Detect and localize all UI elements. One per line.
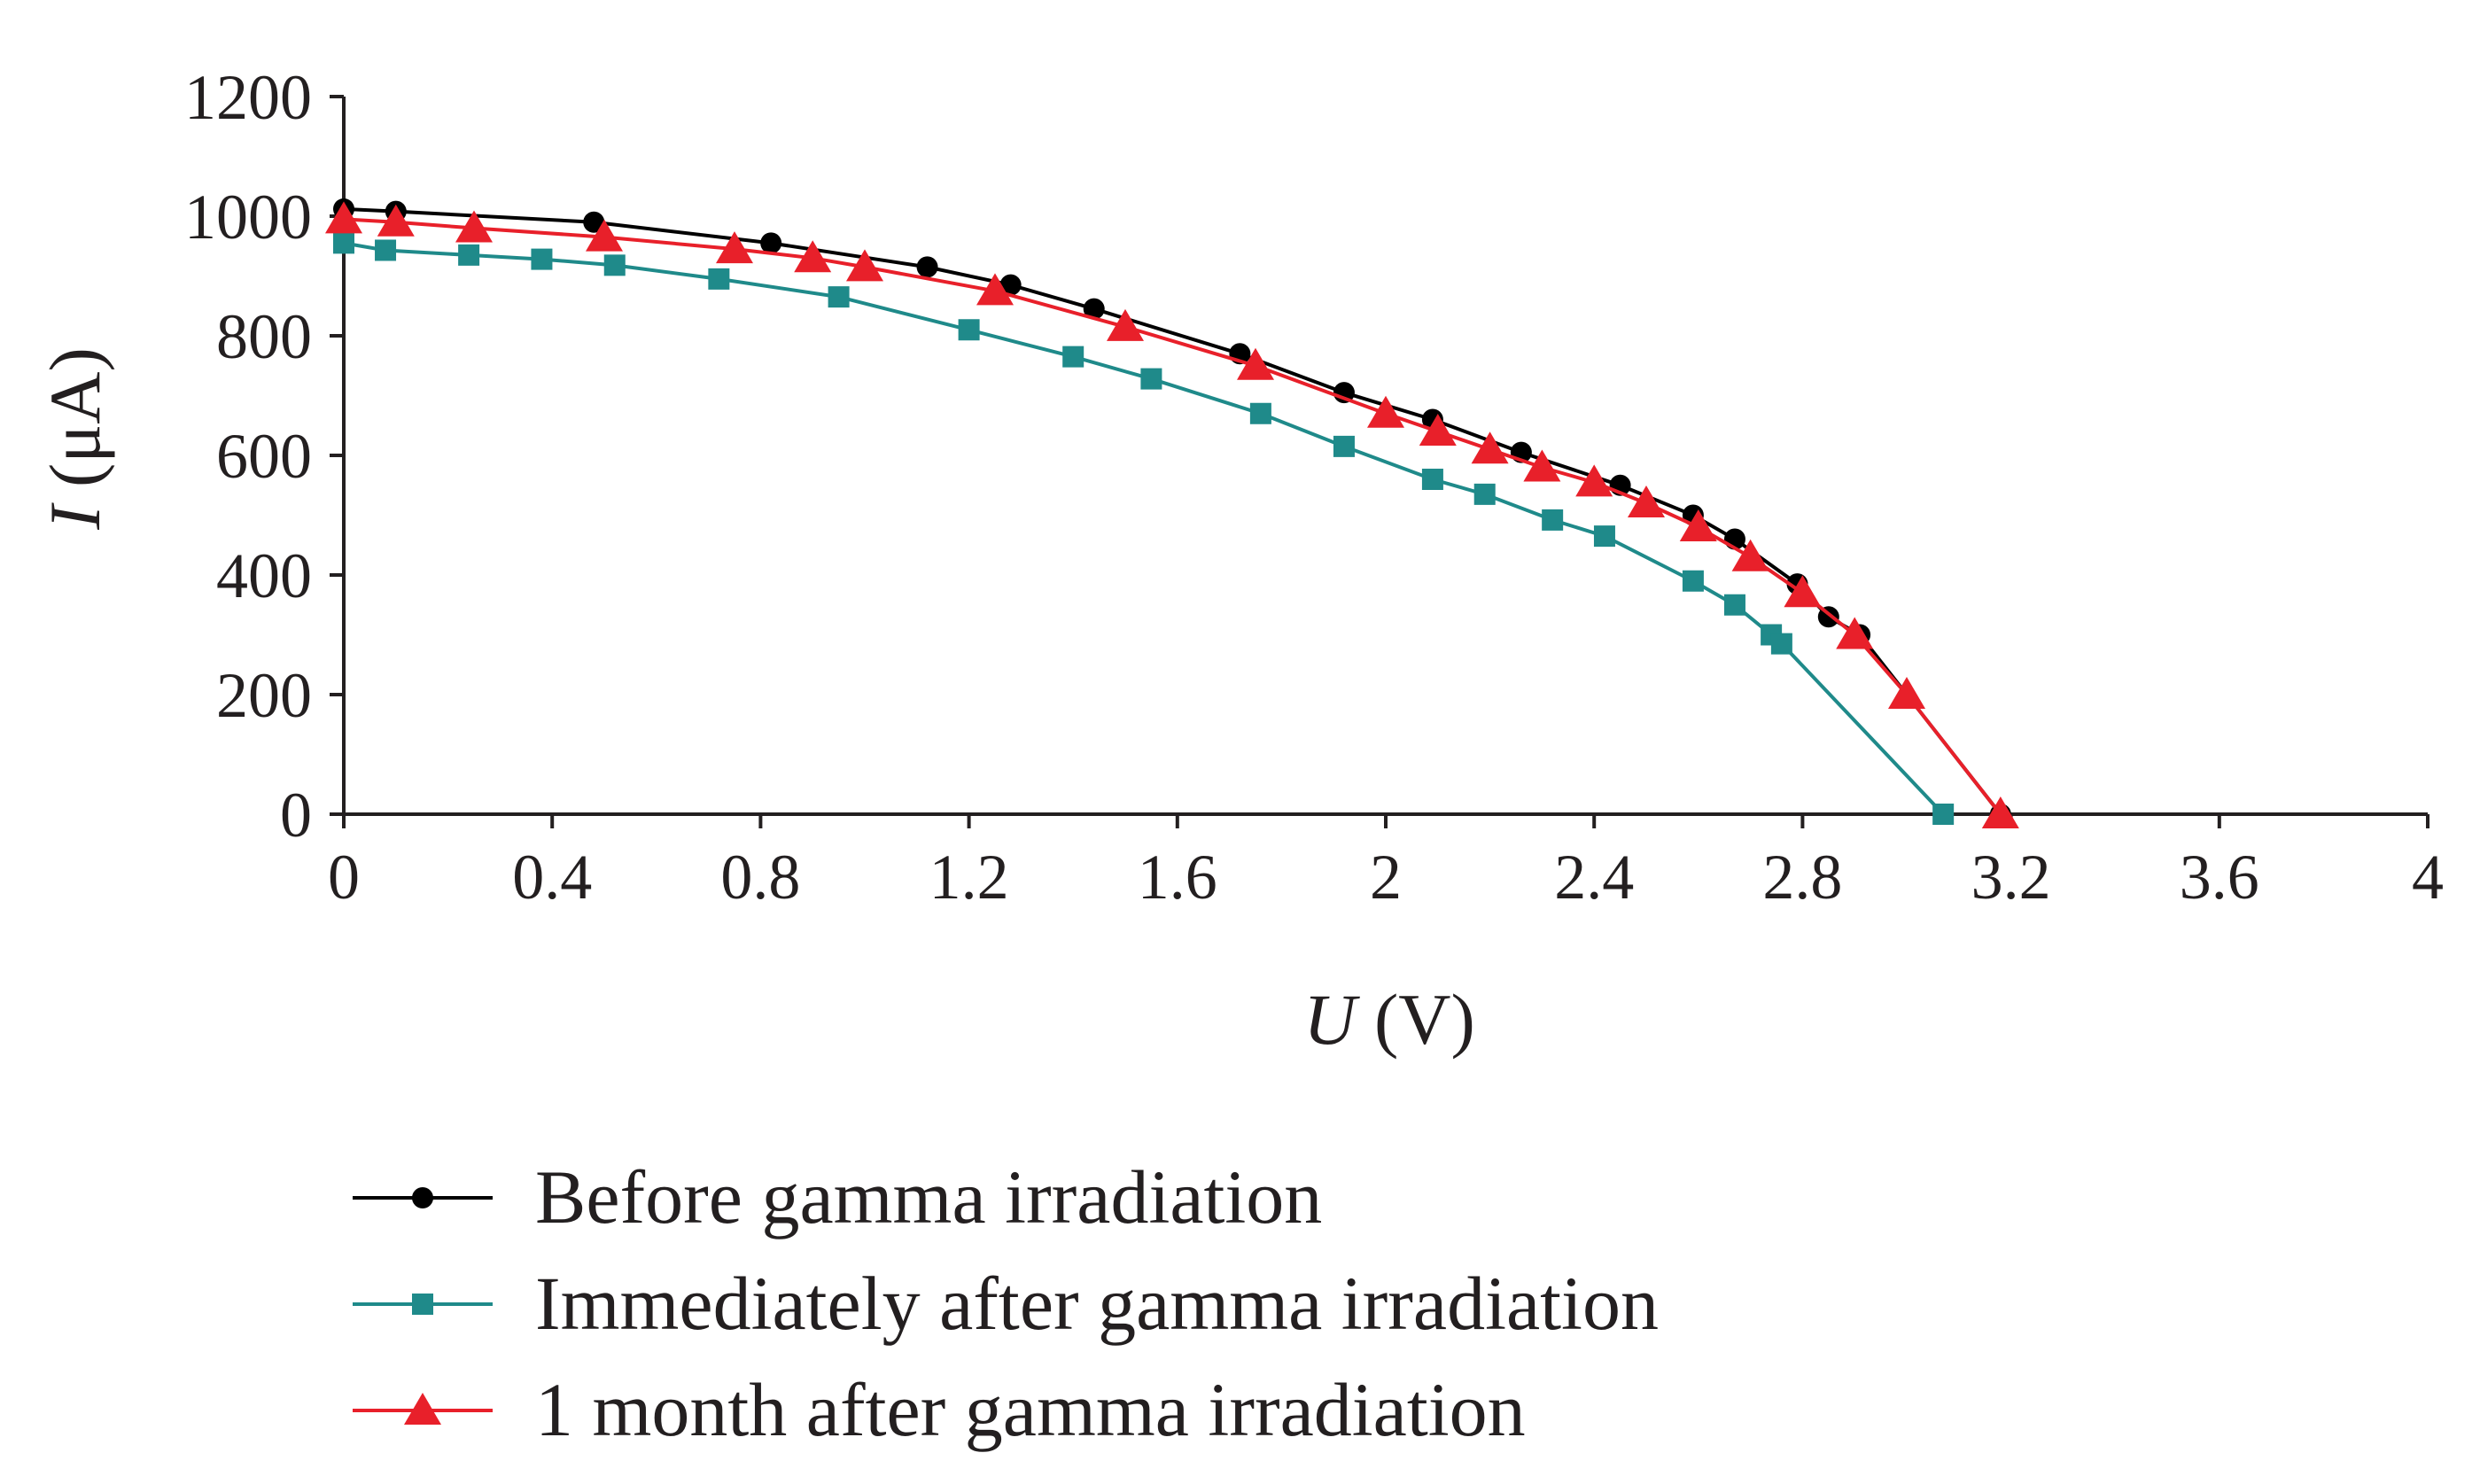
data-point bbox=[708, 268, 730, 290]
legend-marker bbox=[412, 1294, 433, 1315]
x-axis-title: U (V) bbox=[1303, 979, 1475, 1060]
data-point bbox=[976, 273, 1014, 306]
y-tick-label: 800 bbox=[216, 301, 312, 372]
legend-marker bbox=[412, 1187, 433, 1208]
series-1 bbox=[333, 198, 2011, 825]
y-axis-title: I (μA) bbox=[35, 347, 115, 531]
legend-label: 1 month after gamma irradiation bbox=[535, 1367, 1526, 1452]
x-tick-label: 0.4 bbox=[512, 842, 592, 913]
x-tick-label: 4 bbox=[2412, 842, 2444, 913]
legend-label: Before gamma irradiation bbox=[535, 1154, 1322, 1239]
data-point bbox=[455, 210, 493, 243]
data-point bbox=[1932, 804, 1955, 825]
data-point bbox=[1723, 594, 1745, 616]
x-tick-label: 2.4 bbox=[1554, 842, 1634, 913]
x-tick-label: 2 bbox=[1370, 842, 1402, 913]
data-point bbox=[1367, 395, 1404, 428]
x-tick-label: 3.2 bbox=[1971, 842, 2051, 913]
data-point bbox=[1062, 346, 1085, 368]
x-tick-label: 2.8 bbox=[1762, 842, 1842, 913]
data-point bbox=[1083, 298, 1105, 320]
data-point bbox=[760, 232, 782, 254]
data-point bbox=[531, 248, 553, 270]
data-point bbox=[1419, 414, 1457, 446]
data-point bbox=[1731, 539, 1769, 571]
data-point bbox=[1784, 575, 1822, 608]
legend-entry-2: Immediately after gamma irradiation bbox=[353, 1261, 1659, 1346]
legend-entry-3: 1 month after gamma irradiation bbox=[353, 1367, 1526, 1452]
data-point bbox=[375, 239, 397, 261]
data-point bbox=[1473, 483, 1496, 505]
data-point bbox=[583, 211, 605, 233]
data-point bbox=[1237, 347, 1274, 380]
axis-titles: U (V) I (μA) bbox=[35, 347, 1475, 1060]
legend-label: Immediately after gamma irradiation bbox=[535, 1261, 1659, 1346]
series-line bbox=[343, 217, 2002, 816]
data-point bbox=[333, 232, 354, 254]
data-point bbox=[1593, 525, 1615, 548]
x-tick-label: 1.2 bbox=[929, 842, 1009, 913]
x-tick-label: 1.6 bbox=[1138, 842, 1217, 913]
series-line bbox=[343, 206, 2002, 816]
data-point bbox=[1888, 677, 1925, 709]
data-point bbox=[1333, 435, 1355, 457]
data-point bbox=[1575, 464, 1613, 497]
data-point bbox=[603, 254, 626, 276]
data-point bbox=[958, 319, 980, 341]
data-point bbox=[1523, 449, 1561, 482]
axes bbox=[342, 97, 2428, 816]
y-tick-label: 400 bbox=[216, 540, 312, 611]
legend: Before gamma irradiation Immediately afte… bbox=[353, 1154, 1659, 1452]
series-3 bbox=[325, 201, 2019, 828]
ticks: 0 0.4 0.8 1.2 1.6 2 2.4 2.8 3.2 3.6 4 0 200 400 600 800… bbox=[184, 62, 2444, 913]
series-layer bbox=[325, 198, 2019, 828]
data-point bbox=[999, 274, 1022, 296]
data-point bbox=[1628, 486, 1665, 517]
x-tick-label: 3.6 bbox=[2180, 842, 2259, 913]
data-point bbox=[377, 204, 415, 237]
legend-entry-1: Before gamma irradiation bbox=[353, 1154, 1322, 1239]
data-point bbox=[1981, 796, 2019, 828]
data-point bbox=[1679, 509, 1717, 541]
data-point bbox=[828, 286, 850, 308]
x-tick-label: 0 bbox=[328, 842, 360, 913]
data-point bbox=[1682, 570, 1704, 592]
y-tick-label: 600 bbox=[216, 421, 312, 492]
data-point bbox=[325, 201, 362, 234]
data-point bbox=[916, 256, 938, 278]
data-point bbox=[846, 249, 883, 282]
legend-marker bbox=[404, 1393, 441, 1425]
data-point bbox=[1836, 617, 1874, 649]
data-point bbox=[1140, 368, 1162, 390]
data-point bbox=[1421, 469, 1443, 490]
data-point bbox=[716, 231, 753, 264]
data-point bbox=[794, 240, 832, 273]
data-point bbox=[586, 219, 623, 252]
y-tick-label: 1200 bbox=[184, 62, 312, 133]
data-point bbox=[1471, 431, 1509, 464]
data-point bbox=[1770, 633, 1792, 655]
y-tick-label: 200 bbox=[216, 660, 312, 731]
data-point bbox=[1249, 402, 1271, 424]
x-tick-label: 0.8 bbox=[720, 842, 800, 913]
data-point bbox=[1542, 509, 1564, 531]
series-2 bbox=[333, 232, 1955, 825]
y-tick-label: 0 bbox=[280, 780, 312, 851]
y-tick-label: 1000 bbox=[184, 182, 312, 253]
data-point bbox=[1107, 308, 1144, 341]
data-point bbox=[458, 244, 480, 266]
